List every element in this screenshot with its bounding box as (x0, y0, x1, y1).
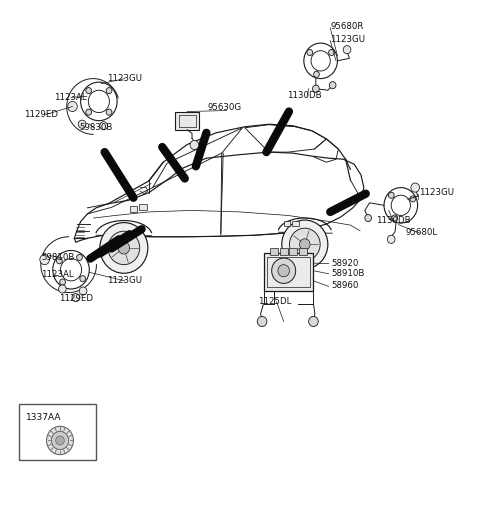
Circle shape (86, 88, 92, 94)
Text: 1125DL: 1125DL (258, 297, 292, 306)
Text: 1129ED: 1129ED (59, 294, 93, 303)
FancyBboxPatch shape (130, 206, 137, 212)
Circle shape (51, 431, 69, 450)
Text: 95630G: 95630G (207, 103, 241, 112)
Circle shape (329, 50, 335, 56)
Circle shape (365, 214, 372, 222)
Text: 1123AL: 1123AL (54, 93, 86, 102)
Text: 95680L: 95680L (405, 228, 437, 237)
Circle shape (77, 255, 83, 261)
Text: 58920: 58920 (331, 259, 359, 268)
FancyBboxPatch shape (270, 248, 278, 255)
Text: 1123GU: 1123GU (107, 74, 142, 83)
Circle shape (86, 109, 92, 115)
Circle shape (343, 46, 351, 54)
Circle shape (72, 294, 80, 302)
Text: 58960: 58960 (331, 281, 359, 291)
FancyBboxPatch shape (284, 221, 290, 226)
Text: 1130DB: 1130DB (287, 91, 322, 100)
FancyBboxPatch shape (299, 248, 307, 255)
FancyBboxPatch shape (264, 253, 313, 291)
FancyBboxPatch shape (292, 221, 299, 226)
Circle shape (278, 265, 289, 277)
Circle shape (190, 140, 199, 150)
Text: 1130DB: 1130DB (376, 216, 411, 225)
Circle shape (313, 71, 319, 78)
Circle shape (309, 316, 318, 327)
Circle shape (388, 192, 394, 198)
Circle shape (272, 258, 296, 283)
Text: 1337AA: 1337AA (26, 413, 62, 422)
Circle shape (60, 279, 65, 285)
Circle shape (59, 285, 66, 293)
Circle shape (56, 436, 64, 445)
Circle shape (289, 228, 320, 261)
Text: 59830B: 59830B (79, 123, 113, 132)
Circle shape (106, 88, 112, 94)
Circle shape (40, 255, 49, 265)
Circle shape (100, 122, 108, 130)
FancyBboxPatch shape (139, 204, 147, 210)
Circle shape (257, 316, 267, 327)
Circle shape (392, 215, 397, 221)
Circle shape (47, 426, 73, 455)
Text: 58910B: 58910B (331, 269, 365, 278)
Circle shape (118, 242, 130, 254)
Text: 1123GU: 1123GU (107, 276, 142, 285)
Text: 1129ED: 1129ED (24, 110, 58, 119)
Circle shape (300, 239, 310, 250)
Circle shape (80, 276, 85, 282)
Circle shape (108, 231, 140, 265)
Circle shape (282, 220, 328, 269)
Text: 1123AL: 1123AL (41, 270, 74, 279)
Text: 1123GU: 1123GU (330, 35, 365, 44)
Circle shape (68, 101, 77, 112)
Circle shape (57, 258, 62, 264)
Circle shape (329, 82, 336, 89)
Circle shape (411, 183, 420, 192)
Text: 59810B: 59810B (41, 253, 75, 262)
FancyBboxPatch shape (289, 248, 297, 255)
Text: 95680R: 95680R (330, 22, 364, 31)
FancyBboxPatch shape (175, 112, 199, 130)
Circle shape (307, 50, 312, 56)
Circle shape (100, 223, 148, 273)
FancyBboxPatch shape (280, 248, 288, 255)
Circle shape (387, 235, 395, 243)
Circle shape (78, 120, 86, 128)
Circle shape (79, 287, 87, 295)
Circle shape (312, 85, 319, 92)
Circle shape (106, 109, 112, 115)
Circle shape (410, 196, 416, 202)
FancyBboxPatch shape (19, 404, 96, 460)
Text: 1123GU: 1123GU (419, 188, 454, 197)
